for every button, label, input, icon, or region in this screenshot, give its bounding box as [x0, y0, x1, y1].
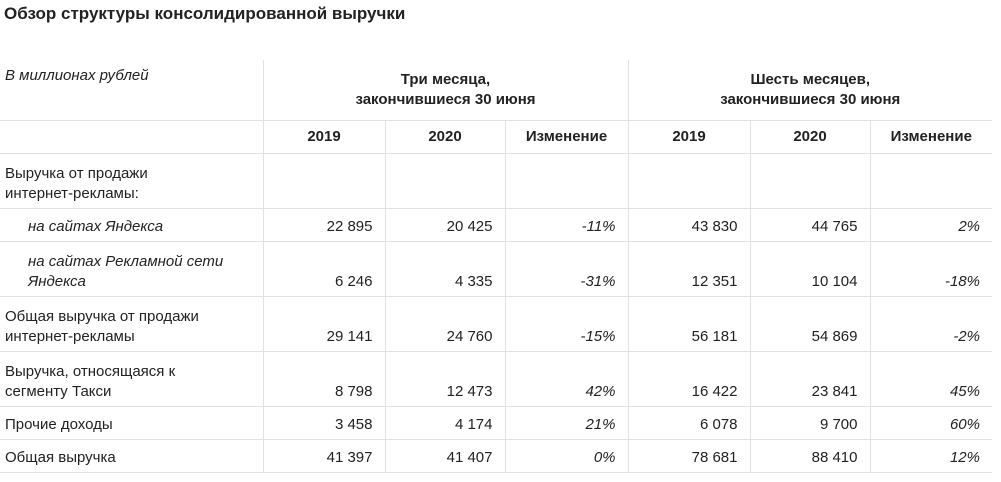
value-cell: 29 141	[262, 296, 385, 352]
group-header: Шесть месяцев, закончившиеся 30 июня	[627, 60, 992, 121]
column-header: Изменение	[869, 120, 992, 154]
column-header: 2020	[384, 120, 505, 154]
value-cell	[262, 153, 385, 209]
value-cell: -31%	[504, 241, 628, 297]
value-cell: 41 397	[262, 439, 385, 473]
value-cell	[749, 153, 870, 209]
value-cell: -11%	[504, 208, 628, 242]
value-cell: 42%	[504, 351, 628, 407]
value-cell: 22 895	[262, 208, 385, 242]
value-cell: 0%	[504, 439, 628, 473]
text-line: Три месяца,	[400, 71, 491, 88]
value-cell: -18%	[869, 241, 992, 297]
value-cell: 9 700	[749, 406, 870, 440]
column-header: 2019	[627, 120, 750, 154]
text-line: Шесть месяцев,	[750, 71, 871, 88]
value-cell: 78 681	[627, 439, 750, 473]
value-cell: -2%	[869, 296, 992, 352]
value-cell: 2%	[869, 208, 992, 242]
value-cell: 43 830	[627, 208, 750, 242]
data-row: Общая выручка 41 397 41 407 0% 78 681 88 410 1…	[0, 439, 992, 473]
text-line: Прочие доходы	[5, 416, 113, 433]
value-cell: 6 078	[627, 406, 750, 440]
row-label: Выручка, относящаяся к сегменту Такси	[0, 351, 263, 407]
value-cell	[627, 153, 750, 209]
row-label: на сайтах Яндекса	[0, 208, 263, 242]
value-cell: 12 351	[627, 241, 750, 297]
value-cell: 60%	[869, 406, 992, 440]
column-header: Изменение	[504, 120, 628, 154]
column-header: 2020	[749, 120, 870, 154]
value-cell: 24 760	[384, 296, 505, 352]
text-line: на сайтах Яндекса	[28, 218, 164, 235]
value-cell: 16 422	[627, 351, 750, 407]
group-header-row: В миллионах рублей Три месяца, закончившие…	[0, 60, 992, 121]
text-line: закончившиеся 30 июня	[720, 91, 901, 108]
text-line: Выручка, относящаяся к	[5, 363, 176, 380]
text-line: на сайтах Рекламной сети	[28, 253, 224, 270]
value-cell: 21%	[504, 406, 628, 440]
text-line: закончившиеся 30 июня	[355, 91, 536, 108]
value-cell	[869, 153, 992, 209]
row-label: на сайтах Рекламной сети Яндекса	[0, 241, 263, 297]
text-line: интернет-рекламы	[5, 328, 135, 345]
value-cell: 45%	[869, 351, 992, 407]
group-header: Три месяца, закончившиеся 30 июня	[262, 60, 628, 121]
empty-cell	[0, 120, 263, 154]
value-cell: 4 174	[384, 406, 505, 440]
value-cell: 88 410	[749, 439, 870, 473]
text-line: Яндекса	[28, 273, 86, 290]
value-cell: 3 458	[262, 406, 385, 440]
data-row: Выручка, относящаяся к сегменту Такси 8 79…	[0, 351, 992, 407]
value-cell: -15%	[504, 296, 628, 352]
value-cell: 12 473	[384, 351, 505, 407]
row-label: Общая выручка от продажи интернет-рекламы	[0, 296, 263, 352]
value-cell	[504, 153, 628, 209]
data-row: Прочие доходы 3 458 4 174 21% 6 078 9 700 60%	[0, 406, 992, 440]
data-row: Общая выручка от продажи интернет-рекламы…	[0, 296, 992, 352]
value-cell: 6 246	[262, 241, 385, 297]
text-line: Общая выручка от продажи	[5, 308, 199, 325]
value-cell: 4 335	[384, 241, 505, 297]
value-cell: 41 407	[384, 439, 505, 473]
value-cell: 10 104	[749, 241, 870, 297]
text-line: Общая выручка	[5, 449, 116, 466]
row-label: Выручка от продажи интернет-рекламы:	[0, 153, 263, 209]
text-line: интернет-рекламы:	[5, 185, 139, 202]
column-header: 2019	[262, 120, 385, 154]
text-line: сегменту Такси	[5, 383, 112, 400]
row-label: Общая выручка	[0, 439, 263, 473]
value-cell: 12%	[869, 439, 992, 473]
value-cell: 8 798	[262, 351, 385, 407]
data-row: на сайтах Яндекса 22 895 20 425 -11% 43 830 4…	[0, 208, 992, 242]
unit-label: В миллионах рублей	[0, 60, 263, 121]
text-line: Выручка от продажи	[5, 165, 148, 182]
value-cell: 20 425	[384, 208, 505, 242]
value-cell: 44 765	[749, 208, 870, 242]
column-header-row: 2019 2020 Изменение 2019 2020 Изменение	[0, 120, 992, 154]
value-cell: 23 841	[749, 351, 870, 407]
value-cell	[384, 153, 505, 209]
title: Обзор структуры консолидированной выручк…	[4, 4, 406, 23]
revenue-table: В миллионах рублей Три месяца, закончившие…	[0, 60, 992, 473]
data-row: Выручка от продажи интернет-рекламы:	[0, 153, 992, 209]
value-cell: 56 181	[627, 296, 750, 352]
value-cell: 54 869	[749, 296, 870, 352]
data-row: на сайтах Рекламной сети Яндекса 6 246 4 33…	[0, 241, 992, 297]
row-label: Прочие доходы	[0, 406, 263, 440]
